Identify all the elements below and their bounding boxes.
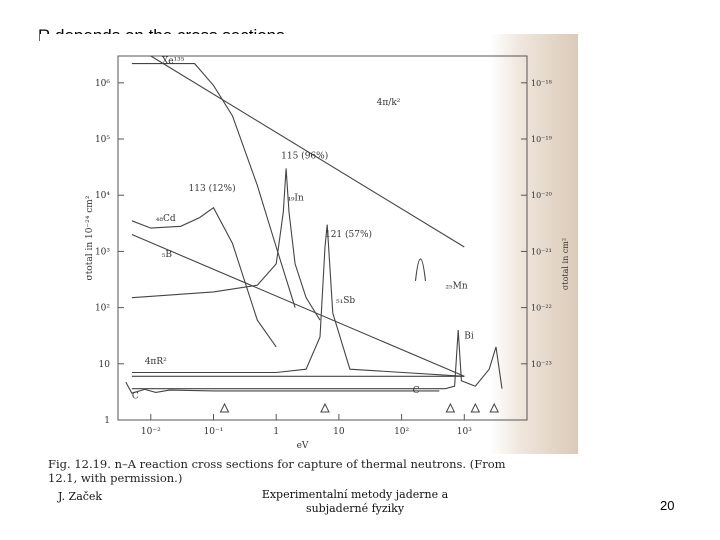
course-line-2: subjaderné fyziky bbox=[305, 502, 405, 515]
triangle-marker-3 bbox=[470, 402, 481, 413]
series-label-7: ₅₁Sb bbox=[336, 296, 355, 306]
page-number: 20 bbox=[660, 498, 675, 513]
cross-section-chart: 10⁻² 10⁻¹ 1 10 10² 10³ eV 1 10 10² 10³ 10⁴ 10⁵ 10⁶ 10⁻… bbox=[85, 55, 570, 451]
plot-frame bbox=[117, 55, 528, 421]
y-tick-label-right-5: 10⁻¹⁸ bbox=[531, 79, 552, 88]
x-tick-label-1: 10⁻¹ bbox=[204, 427, 224, 437]
series-label-10: Bi bbox=[464, 332, 474, 342]
series-label-2: ₄₈Cd bbox=[156, 214, 176, 224]
series-label-12: C bbox=[132, 392, 139, 402]
series-label-5: ₄₉In bbox=[287, 194, 304, 204]
series-line-7 bbox=[131, 224, 465, 377]
y-tick-label-right-0: 10⁻²³ bbox=[531, 360, 552, 369]
caption-line-1: Fig. 12.19. n–A reaction cross sections … bbox=[48, 457, 506, 471]
y-tick-label-right-4: 10⁻¹⁹ bbox=[531, 135, 553, 144]
y-tick-label-right-2: 10⁻²¹ bbox=[531, 247, 552, 256]
series-line-5 bbox=[131, 168, 321, 321]
y-axis-label-right: σtotal in cm² bbox=[561, 238, 570, 290]
triangle-marker-4 bbox=[489, 402, 500, 413]
series-label-4: ₅B bbox=[162, 250, 173, 260]
figure-caption: Fig. 12.19. n–A reaction cross sections … bbox=[48, 457, 578, 485]
series-label-3: 113 (12%) bbox=[189, 183, 236, 194]
series-line-2 bbox=[131, 206, 277, 348]
triangle-marker-2 bbox=[445, 402, 456, 413]
series-label-9: ₂₅Mn bbox=[445, 281, 467, 291]
triangle-marker-0 bbox=[219, 402, 230, 413]
y-tick-label-right-3: 10⁻²⁰ bbox=[531, 191, 552, 200]
figure-course: Experimentalní metody jaderne a subjader… bbox=[255, 488, 455, 516]
y-tick-label-left-0: 1 bbox=[104, 416, 110, 426]
series-line-10 bbox=[131, 329, 503, 390]
series-label-0: Xe¹³⁵ bbox=[162, 57, 185, 67]
series-line-1 bbox=[150, 55, 465, 248]
y-axis-label-left: σtotal in 10⁻²⁴ cm² bbox=[85, 195, 95, 280]
series-label-6: 115 (96%) bbox=[281, 150, 328, 161]
x-tick-label-2: 1 bbox=[273, 427, 279, 437]
x-axis-label: eV bbox=[297, 441, 309, 451]
figure-author: J. Začek bbox=[58, 490, 103, 503]
y-tick-label-left-2: 10² bbox=[95, 304, 110, 314]
x-tick-label-0: 10⁻² bbox=[141, 427, 161, 437]
scan-shadow bbox=[490, 34, 578, 454]
y-tick-label-left-3: 10³ bbox=[95, 247, 110, 257]
series-label-1: 4π/k² bbox=[377, 98, 401, 108]
y-tick-label-left-1: 10 bbox=[99, 360, 111, 370]
series-label-11: 4πR² bbox=[145, 357, 167, 367]
series-line-4 bbox=[131, 233, 465, 377]
x-tick-label-3: 10 bbox=[333, 427, 345, 437]
peak-0 bbox=[414, 258, 427, 282]
y-tick-label-left-5: 10⁵ bbox=[95, 135, 110, 145]
y-tick-label-left-6: 10⁶ bbox=[95, 79, 110, 89]
annotation-0: C bbox=[413, 386, 420, 396]
course-line-1: Experimentalní metody jaderne a bbox=[261, 488, 449, 501]
x-tick-label-4: 10² bbox=[394, 427, 409, 437]
x-tick-label-5: 10³ bbox=[457, 427, 472, 437]
y-tick-label-right-1: 10⁻²² bbox=[531, 304, 552, 313]
series-label-8: 121 (57%) bbox=[325, 229, 372, 240]
y-tick-label-left-4: 10⁴ bbox=[95, 191, 110, 201]
caption-line-2: 12.1, with permission.) bbox=[48, 471, 183, 485]
triangle-marker-1 bbox=[320, 402, 330, 413]
scanned-figure: 10⁻² 10⁻¹ 1 10 10² 10³ eV 1 10 10² 10³ 10⁴ 10⁵ 10⁶ 10⁻… bbox=[40, 34, 578, 520]
series-line-12 bbox=[125, 381, 440, 394]
